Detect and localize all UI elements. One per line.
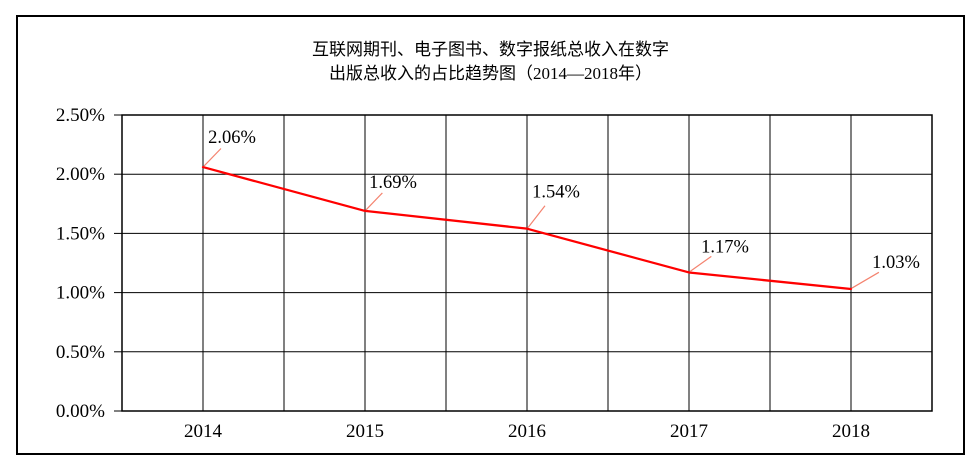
plot-border <box>121 114 933 412</box>
data-point-label: 1.03% <box>872 253 920 273</box>
data-label-leader <box>365 192 383 211</box>
x-axis-tick-label: 2018 <box>832 421 870 442</box>
chart-frame: 互联网期刊、电子图书、数字报纸总收入在数字 出版总收入的占比趋势图（2014—2… <box>16 15 965 455</box>
y-axis-tick-label: 0.00% <box>56 401 105 422</box>
chart-title-line1: 互联网期刊、电子图书、数字报纸总收入在数字 <box>312 40 669 59</box>
data-label-leader <box>527 205 546 229</box>
data-label-leader <box>689 255 712 272</box>
y-axis-tick-label: 1.00% <box>56 283 105 304</box>
data-label-leader <box>851 271 880 289</box>
chart-title-line2: 出版总收入的占比趋势图（2014—2018年） <box>329 64 652 83</box>
data-label-leader <box>203 148 222 167</box>
y-axis-tick-label: 0.50% <box>56 342 105 363</box>
x-axis-tick-label: 2015 <box>346 421 384 442</box>
x-axis-tick-label: 2016 <box>508 421 546 442</box>
data-point-label: 1.69% <box>369 173 417 193</box>
y-axis-tick-label: 1.50% <box>56 223 105 244</box>
x-axis-tick-label: 2017 <box>670 421 708 442</box>
chart-title: 互联网期刊、电子图书、数字报纸总收入在数字 出版总收入的占比趋势图（2014—2… <box>18 38 963 86</box>
y-axis-tick-label: 2.00% <box>56 164 105 185</box>
series-line <box>201 165 853 291</box>
data-point-label: 1.54% <box>532 183 580 203</box>
data-point-label: 2.06% <box>208 128 256 148</box>
x-axis-tick-label: 2014 <box>184 421 223 442</box>
y-axis-tick-label: 2.50% <box>56 105 105 126</box>
data-point-label: 1.17% <box>701 237 749 257</box>
